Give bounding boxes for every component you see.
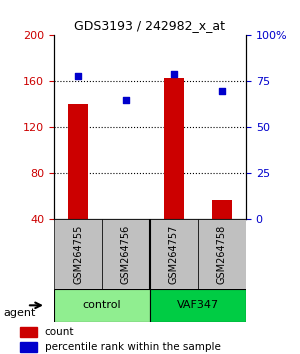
FancyBboxPatch shape [54,289,150,322]
FancyBboxPatch shape [198,219,246,289]
Point [172,71,176,77]
FancyBboxPatch shape [54,219,102,289]
Point [76,73,80,79]
Bar [20,342,37,353]
Text: GSM264758: GSM264758 [217,224,227,284]
Text: GSM264757: GSM264757 [169,224,179,284]
Point [220,88,224,93]
Text: percentile rank within the sample: percentile rank within the sample [45,342,220,352]
FancyBboxPatch shape [150,219,198,289]
Text: GSM264755: GSM264755 [73,224,83,284]
Text: agent: agent [3,308,35,318]
Text: GSM264756: GSM264756 [121,224,131,284]
Text: control: control [83,300,121,310]
Bar [20,327,37,337]
FancyBboxPatch shape [150,289,246,322]
Text: count: count [45,327,74,337]
Bar [68,104,88,219]
Bar [164,78,184,219]
Text: GDS3193 / 242982_x_at: GDS3193 / 242982_x_at [74,19,226,33]
Point [124,97,128,103]
Bar [212,200,232,219]
FancyBboxPatch shape [102,219,150,289]
Text: VAF347: VAF347 [177,300,219,310]
